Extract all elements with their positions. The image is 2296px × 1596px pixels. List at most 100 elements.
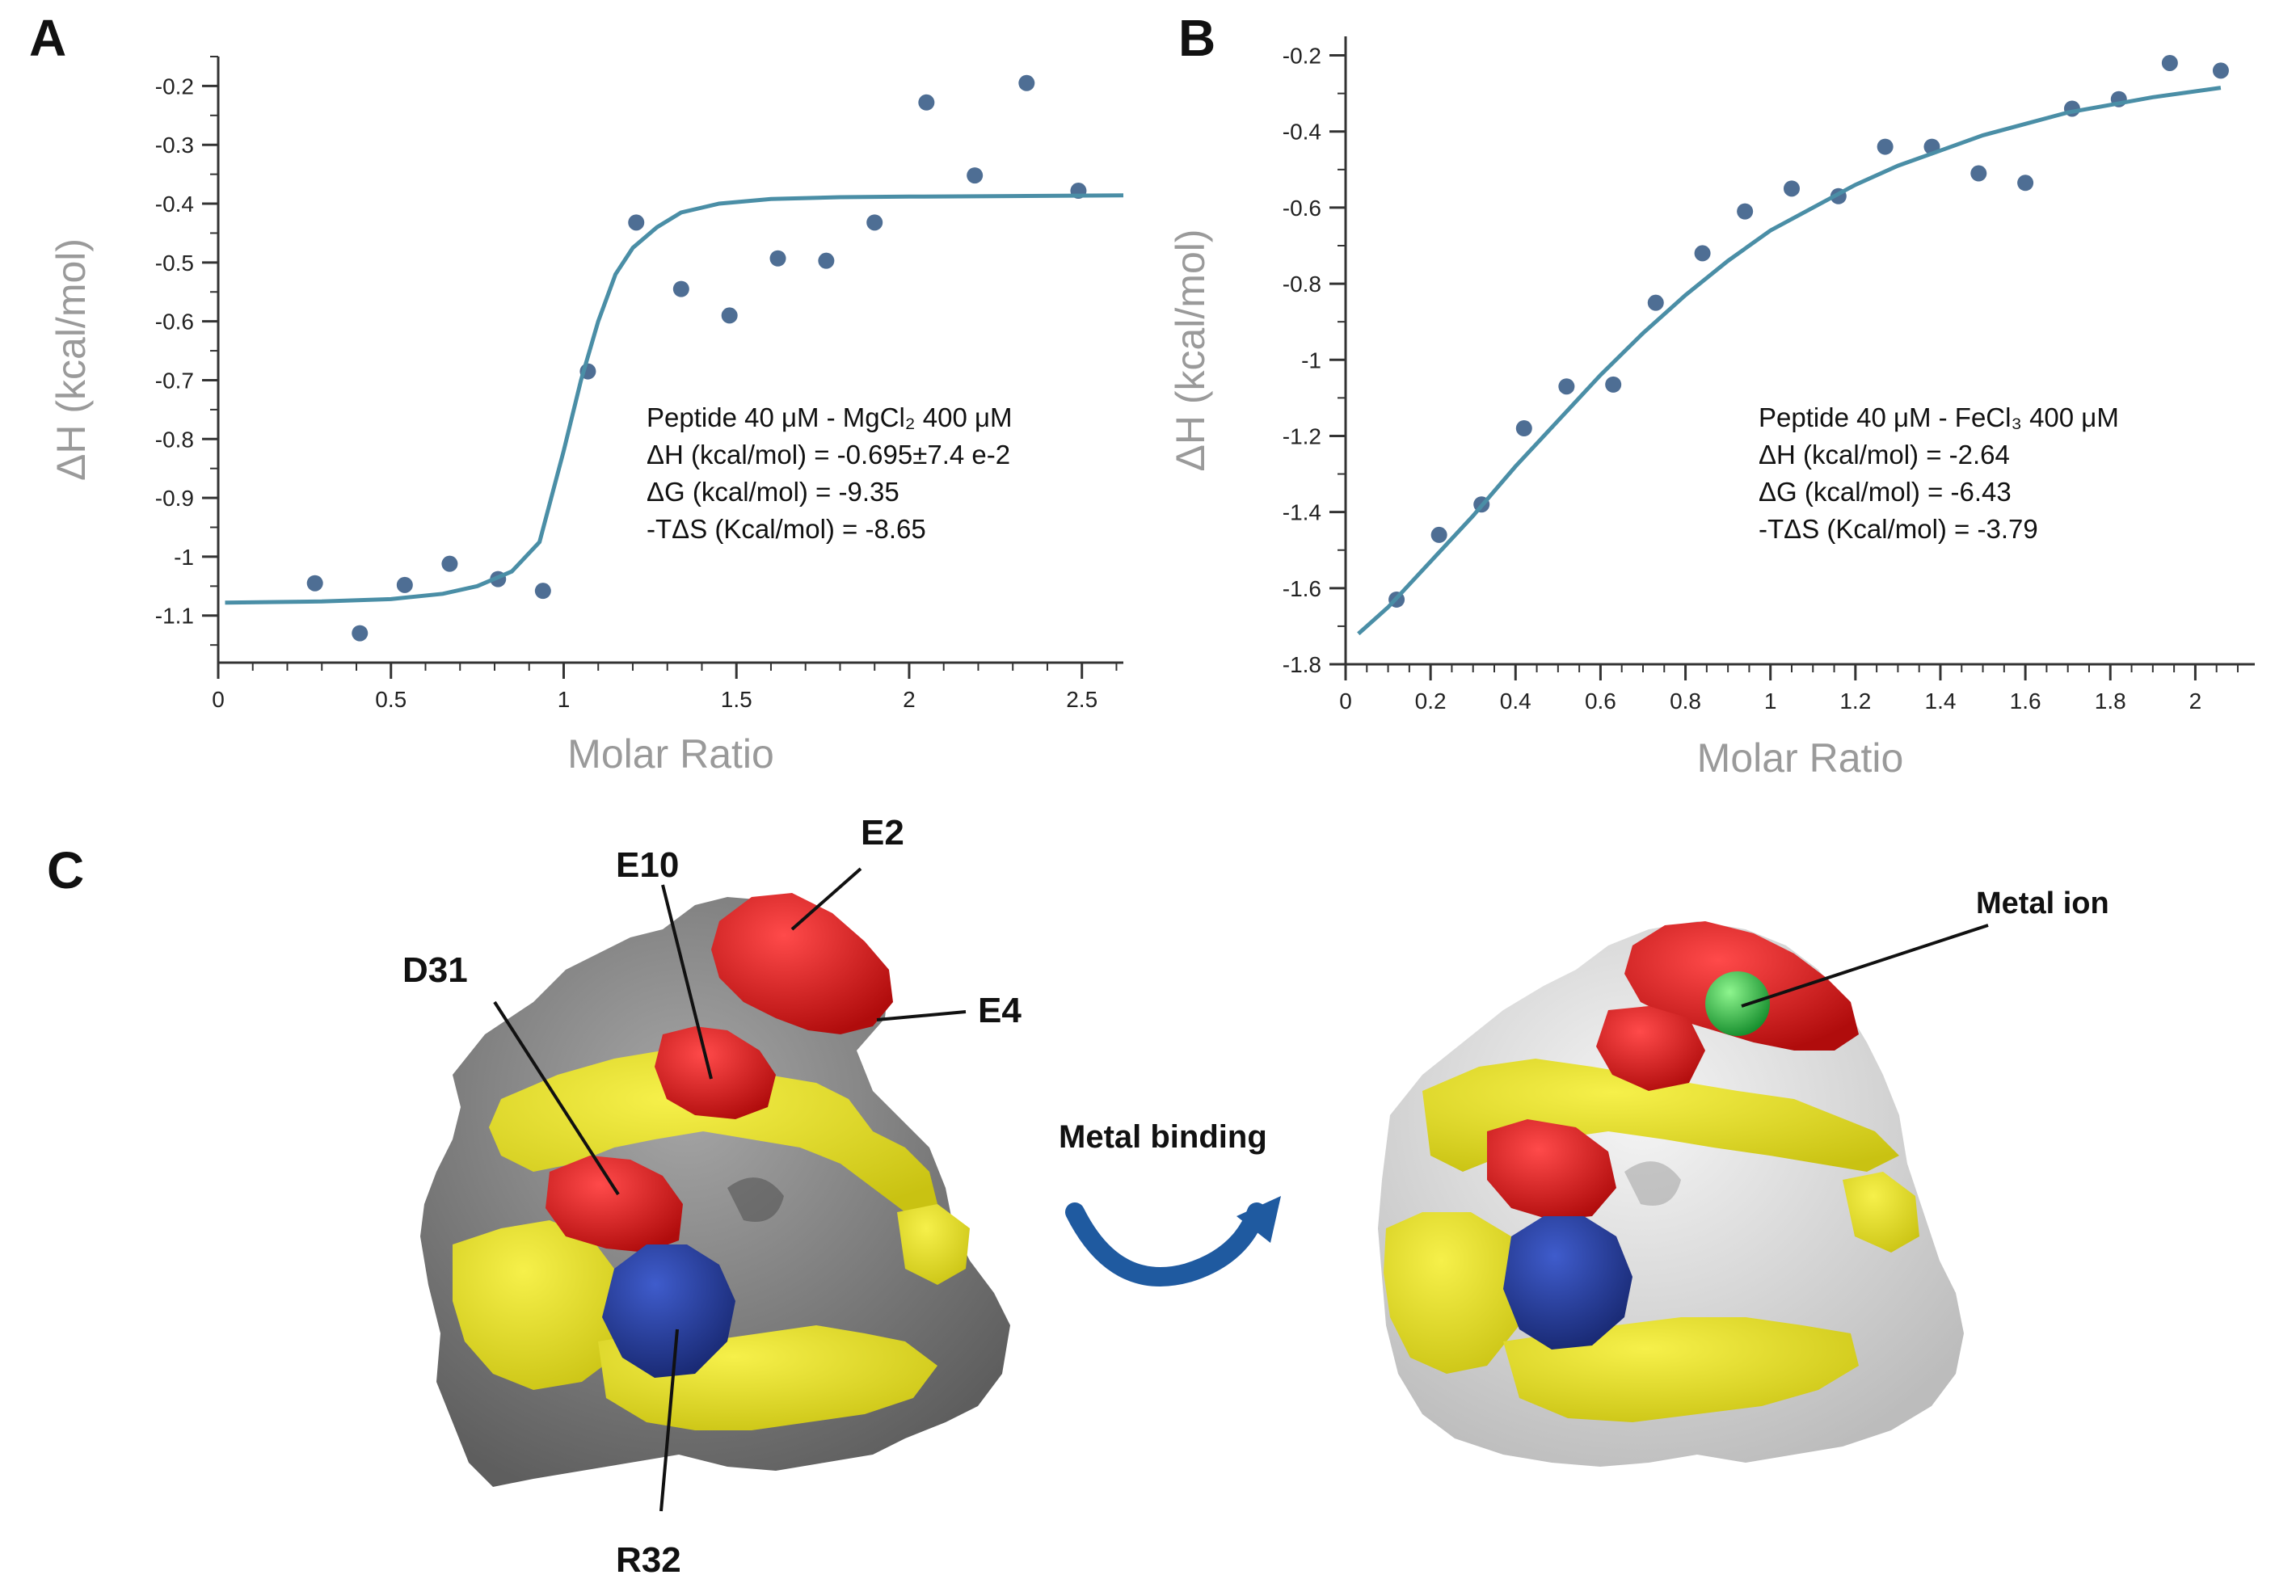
chart-a-data-point bbox=[352, 625, 369, 642]
structure-panel: E2 E10 D31 E4 R32 Metal ion Metal bindin… bbox=[402, 813, 2109, 1580]
chart-b-y-axis-label: ΔH (kcal/mol) bbox=[1168, 229, 1213, 471]
chart-b-data-point bbox=[1647, 294, 1664, 311]
protein-surface-free bbox=[420, 893, 1010, 1487]
chart-b-y-tick-label: -0.4 bbox=[1283, 120, 1321, 145]
hydrophobic-patch-4 bbox=[897, 1204, 970, 1285]
chart-a-x-tick-label: 1 bbox=[558, 687, 571, 712]
arrow-arc bbox=[1065, 1202, 1266, 1286]
chart-a-data-point bbox=[534, 583, 551, 600]
chart-b-annotation-line: Peptide 40 μM - FeCl₃ 400 μM bbox=[1759, 402, 2119, 432]
chart-a-x-tick-label: 0 bbox=[212, 687, 225, 712]
chart-a-data-point bbox=[918, 94, 935, 111]
chart-a-data-point bbox=[818, 252, 835, 269]
chart-a-y-tick-label: -0.9 bbox=[155, 486, 194, 511]
callout-line-e2 bbox=[790, 867, 862, 931]
chart-a-annotation-line: ΔG (kcal/mol) = -9.35 bbox=[647, 477, 899, 507]
metal-ion-label: Metal ion bbox=[1976, 886, 2109, 920]
chart-b-x-tick-label: 0.6 bbox=[1585, 689, 1616, 714]
chart-b-data-point bbox=[1558, 378, 1575, 395]
chart-a-x-tick-label: 0.5 bbox=[375, 687, 407, 712]
chart-a-annotation-line: -TΔS (Kcal/mol) = -8.65 bbox=[647, 514, 926, 544]
chart-b-data-point bbox=[1694, 245, 1711, 262]
callout-lines bbox=[493, 867, 1989, 1512]
chart-b-x-tick-label: 1.8 bbox=[2095, 689, 2126, 714]
chart-b-data-point bbox=[1877, 138, 1894, 155]
transition-arrow-icon bbox=[1065, 1196, 1281, 1286]
chart-b-data-point bbox=[1737, 203, 1754, 220]
panel-label-c: C bbox=[47, 841, 85, 899]
surface-pocket-bound bbox=[1624, 1161, 1681, 1206]
chart-b-data-point bbox=[1783, 180, 1800, 197]
chart-a-x-tick-label: 1.5 bbox=[721, 687, 752, 712]
chart-b-x-tick-label: 0.2 bbox=[1415, 689, 1447, 714]
chart-b-data-point bbox=[1515, 420, 1532, 437]
chart-a: 0 0.5 1 1.5 2 2.5 -0.2 -0.3 -0.4 -0.5 -0.6 -0.7 -0.8… bbox=[48, 56, 1124, 777]
chart-b-data-point bbox=[1605, 376, 1622, 393]
chart-b-x-tick-label: 0.8 bbox=[1670, 689, 1701, 714]
chart-a-x-tick-label: 2 bbox=[903, 687, 916, 712]
chart-b-y-tick-label: -1.2 bbox=[1283, 423, 1321, 448]
chart-b-y-tick-label: -0.6 bbox=[1283, 196, 1321, 221]
chart-a-y-tick-label: -1 bbox=[174, 545, 194, 570]
chart-a-y-tick-label: -0.3 bbox=[155, 133, 194, 158]
chart-b-data-point bbox=[2017, 175, 2034, 192]
hydrophobic-patch-5 bbox=[1422, 1059, 1899, 1172]
metal-binding-label: Metal binding bbox=[1059, 1119, 1267, 1155]
chart-b-x-tick-label: 0.4 bbox=[1500, 689, 1531, 714]
chart-b-y-tick-label: -1.6 bbox=[1283, 576, 1321, 601]
metal-ion-sphere bbox=[1705, 971, 1770, 1036]
chart-b-y-tick-label: -1 bbox=[1301, 347, 1321, 373]
hydrophobic-patch-1 bbox=[489, 1051, 937, 1212]
chart-a-data-point bbox=[441, 555, 458, 572]
chart-a-data-point bbox=[396, 576, 413, 593]
basic-patch bbox=[1503, 1216, 1632, 1350]
acidic-patch-mid bbox=[1596, 1006, 1705, 1091]
chart-a-data-point bbox=[721, 307, 738, 324]
residue-label-d31: D31 bbox=[402, 950, 468, 990]
chart-a-y-tick-label: -0.5 bbox=[155, 251, 194, 276]
residue-label-r32: R32 bbox=[616, 1540, 681, 1580]
chart-b-x-axis-label: Molar Ratio bbox=[1697, 735, 1904, 781]
basic-patch-r32 bbox=[602, 1244, 735, 1378]
chart-a-y-tick-label: -0.7 bbox=[155, 368, 194, 393]
chart-b-y-tick-label: -1.4 bbox=[1283, 500, 1321, 525]
callout-line-e4 bbox=[876, 1010, 967, 1021]
chart-a-data-point bbox=[866, 214, 883, 231]
chart-a-y-tick-label: -0.4 bbox=[155, 192, 194, 217]
chart-a-y-tick-label: -0.8 bbox=[155, 427, 194, 452]
chart-a-y-tick-label: -0.2 bbox=[155, 74, 194, 99]
chart-b-data-point bbox=[2161, 54, 2178, 71]
chart-a-y-axis-label: ΔH (kcal/mol) bbox=[48, 238, 94, 481]
panel-label-b: B bbox=[1178, 9, 1216, 67]
arrow-head bbox=[1236, 1196, 1281, 1243]
callout-line-metal bbox=[1741, 924, 1989, 1008]
chart-b-y-tick-label: -0.8 bbox=[1283, 272, 1321, 297]
acidic-patch-lower bbox=[1487, 1119, 1616, 1220]
surface-pocket bbox=[727, 1177, 784, 1222]
chart-b: 0 0.2 0.4 0.6 0.8 1 1.2 1.4 1.6 1.8 2 -0.2 -0.4 -0.6 -… bbox=[1168, 36, 2255, 781]
hydrophobic-patch-2 bbox=[453, 1220, 630, 1390]
chart-b-annotation-line: -TΔS (Kcal/mol) = -3.79 bbox=[1759, 514, 2038, 544]
chart-b-data-point bbox=[1430, 526, 1447, 543]
callout-line-r32 bbox=[659, 1329, 679, 1512]
hydrophobic-patch-6 bbox=[1384, 1212, 1527, 1374]
chart-a-fit-line bbox=[225, 193, 1124, 605]
chart-b-x-tick-label: 1 bbox=[1764, 689, 1777, 714]
callout-line-e10 bbox=[661, 884, 713, 1080]
residue-label-e10: E10 bbox=[616, 845, 679, 885]
chart-b-y-tick-label: -1.8 bbox=[1283, 652, 1321, 677]
chart-a-y-tick-label: -0.6 bbox=[155, 310, 194, 335]
chart-a-x-axis-label: Molar Ratio bbox=[567, 731, 774, 777]
callout-line-d31 bbox=[493, 1000, 620, 1196]
chart-a-annotation-line: Peptide 40 μM - MgCl₂ 400 μM bbox=[647, 402, 1013, 432]
residue-label-e4: E4 bbox=[978, 991, 1022, 1030]
chart-b-x-tick-label: 1.2 bbox=[1839, 689, 1871, 714]
chart-a-data-point bbox=[672, 280, 689, 297]
chart-a-x-tick-label: 2.5 bbox=[1066, 687, 1097, 712]
acidic-patch-e2 bbox=[711, 893, 893, 1034]
chart-b-x-tick-label: 1.6 bbox=[2010, 689, 2041, 714]
chart-b-x-tick-label: 2 bbox=[2189, 689, 2202, 714]
acidic-patch-d31 bbox=[546, 1156, 683, 1253]
chart-b-x-tick-label: 0 bbox=[1339, 689, 1352, 714]
